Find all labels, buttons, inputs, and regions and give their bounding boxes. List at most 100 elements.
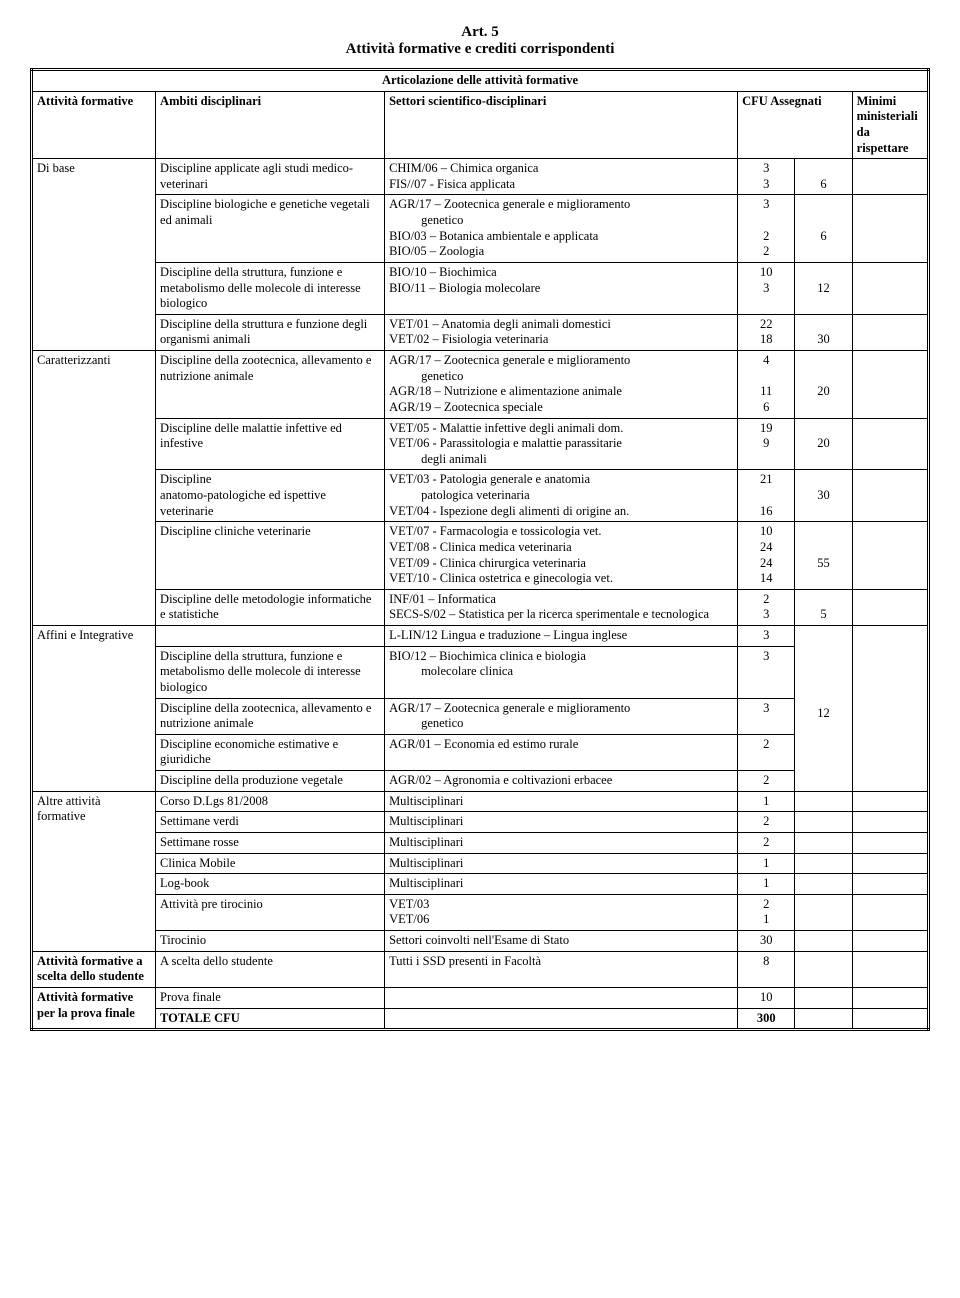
row-affini-2: Discipline della struttura, funzione e m… (32, 646, 929, 698)
cell-s12: AGR/17 – Zootecnica generale e miglioram… (385, 698, 738, 734)
cell-v4: 2218 (738, 314, 795, 350)
cell-v17: 2 (738, 832, 795, 853)
cell-v12: 3 (738, 698, 795, 734)
row-dibase-2: Discipline biologiche e genetiche vegeta… (32, 195, 929, 263)
cell-amb4: Discipline della struttura e funzione de… (156, 314, 385, 350)
row-caratt-2: Discipline delle malattie infettive ed i… (32, 418, 929, 470)
cell-s1: CHIM/06 – Chimica organicaFIS//07 - Fisi… (385, 159, 738, 195)
row-altre-4: Clinica Mobile Multisciplinari 1 (32, 853, 929, 874)
cell-totale-label: TOTALE CFU (156, 1008, 385, 1030)
col-header-minimi: Minimi ministeriali da rispettare (852, 91, 928, 159)
cell-v20: 21 (738, 894, 795, 930)
cell-amb18: Clinica Mobile (156, 853, 385, 874)
table-section-header: Articolazione delle attività formative (32, 70, 929, 92)
cell-amb13: Discipline economiche estimative e giuri… (156, 734, 385, 770)
row-altre-6: Attività pre tirocinio VET/03VET/06 21 (32, 894, 929, 930)
cell-amb2: Discipline biologiche e genetiche vegeta… (156, 195, 385, 263)
cell-s22: Tutti i SSD presenti in Facoltà (385, 951, 738, 987)
row-caratt-5: Discipline delle metodologie informatich… (32, 589, 929, 625)
cell-altre-label: Altre attività formative (32, 791, 156, 951)
cell-s23 (385, 987, 738, 1008)
row-altre-5: Log-book Multisciplinari 1 (32, 874, 929, 895)
cell-v13: 2 (738, 734, 795, 770)
col-header-attivita: Attività formative (32, 91, 156, 159)
cell-m12: 12 (795, 626, 852, 792)
cell-amb9: Discipline delle metodologie informatich… (156, 589, 385, 625)
cell-amb17: Settimane rosse (156, 832, 385, 853)
cell-amb8: Discipline cliniche veterinarie (156, 522, 385, 590)
cell-amb5: Discipline della zootecnica, allevamento… (156, 351, 385, 419)
cell-v16: 2 (738, 812, 795, 833)
cell-dibase-label: Di base (32, 159, 156, 351)
cell-amb3: Discipline della struttura, funzione e m… (156, 262, 385, 314)
cell-m2: 6 (795, 195, 852, 263)
cell-amb20: Attività pre tirocinio (156, 894, 385, 930)
cell-s16: Multisciplinari (385, 812, 738, 833)
cell-s8: VET/07 - Farmacologia e tossicologia vet… (385, 522, 738, 590)
cell-prova-label: Attività formative per la prova finale (32, 987, 156, 1029)
cell-s11: BIO/12 – Biochimica clinica e biologia m… (385, 646, 738, 698)
row-affini-5: Discipline della produzione vegetale AGR… (32, 771, 929, 792)
cell-s4: VET/01 – Anatomia degli animali domestic… (385, 314, 738, 350)
col-header-cfu: CFU Assegnati (738, 91, 853, 159)
cell-amb22: A scelta dello studente (156, 951, 385, 987)
cell-v1a: 33 (738, 159, 795, 195)
cell-v11: 3 (738, 646, 795, 698)
row-scelta: Attività formative a scelta dello studen… (32, 951, 929, 987)
cell-m4: 30 (795, 314, 852, 350)
row-caratt-3: Disciplineanatomo-patologiche ed ispetti… (32, 470, 929, 522)
cell-s3: BIO/10 – BiochimicaBIO/11 – Biologia mol… (385, 262, 738, 314)
header-row: Attività formative Ambiti disciplinari S… (32, 91, 929, 159)
cell-m5: 20 (795, 351, 852, 419)
cell-v14: 2 (738, 771, 795, 792)
cell-v23: 10 (738, 987, 795, 1008)
cell-s20: VET/03VET/06 (385, 894, 738, 930)
cell-v9: 23 (738, 589, 795, 625)
row-dibase-3: Discipline della struttura, funzione e m… (32, 262, 929, 314)
cell-amb10 (156, 626, 385, 647)
row-altre-7: Tirocinio Settori coinvolti nell'Esame d… (32, 931, 929, 952)
row-caratt-1: Caratterizzanti Discipline della zootecn… (32, 351, 929, 419)
cell-m6: 20 (795, 418, 852, 470)
row-totale: TOTALE CFU 300 (32, 1008, 929, 1030)
col-header-ambiti: Ambiti disciplinari (156, 91, 385, 159)
section-header-text: Articolazione delle attività formative (32, 70, 929, 92)
cell-amb16: Settimane verdi (156, 812, 385, 833)
document-page: Art. 5 Attività formative e crediti corr… (0, 0, 960, 1051)
cell-s5: AGR/17 – Zootecnica generale e miglioram… (385, 351, 738, 419)
cell-amb6: Discipline delle malattie infettive ed i… (156, 418, 385, 470)
row-dibase-4: Discipline della struttura e funzione de… (32, 314, 929, 350)
cell-affini-label: Affini e Integrative (32, 626, 156, 792)
cell-v19: 1 (738, 874, 795, 895)
cell-totale-val: 300 (738, 1008, 795, 1030)
cell-m8: 55 (795, 522, 852, 590)
cell-s15: Multisciplinari (385, 791, 738, 812)
col-header-settori: Settori scientifico-disciplinari (385, 91, 738, 159)
row-affini-4: Discipline economiche estimative e giuri… (32, 734, 929, 770)
cell-m3: 12 (795, 262, 852, 314)
cell-caratt-label: Caratterizzanti (32, 351, 156, 626)
row-dibase-1: Di base Discipline applicate agli studi … (32, 159, 929, 195)
cell-s18: Multisciplinari (385, 853, 738, 874)
cell-m9: 5 (795, 589, 852, 625)
cell-amb21: Tirocinio (156, 931, 385, 952)
activities-table: Articolazione delle attività formative A… (30, 68, 930, 1031)
cell-amb15: Corso D.Lgs 81/2008 (156, 791, 385, 812)
cell-v7: 2116 (738, 470, 795, 522)
cell-s21: Settori coinvolti nell'Esame di Stato (385, 931, 738, 952)
cell-v22: 8 (738, 951, 795, 987)
row-affini-1: Affini e Integrative L-LIN/12 Lingua e t… (32, 626, 929, 647)
cell-v8: 10 24 24 14 (738, 522, 795, 590)
cell-v6: 199 (738, 418, 795, 470)
cell-v15: 1 (738, 791, 795, 812)
cell-v21: 30 (738, 931, 795, 952)
cell-s19: Multisciplinari (385, 874, 738, 895)
row-altre-3: Settimane rosse Multisciplinari 2 (32, 832, 929, 853)
cell-s10: L-LIN/12 Lingua e traduzione – Lingua in… (385, 626, 738, 647)
cell-s14: AGR/02 – Agronomia e coltivazioni erbace… (385, 771, 738, 792)
cell-amb19: Log-book (156, 874, 385, 895)
cell-v10: 3 (738, 626, 795, 647)
cell-s9: INF/01 – Informatica SECS-S/02 – Statist… (385, 589, 738, 625)
cell-s6: VET/05 - Malattie infettive degli animal… (385, 418, 738, 470)
row-altre-1: Altre attività formative Corso D.Lgs 81/… (32, 791, 929, 812)
